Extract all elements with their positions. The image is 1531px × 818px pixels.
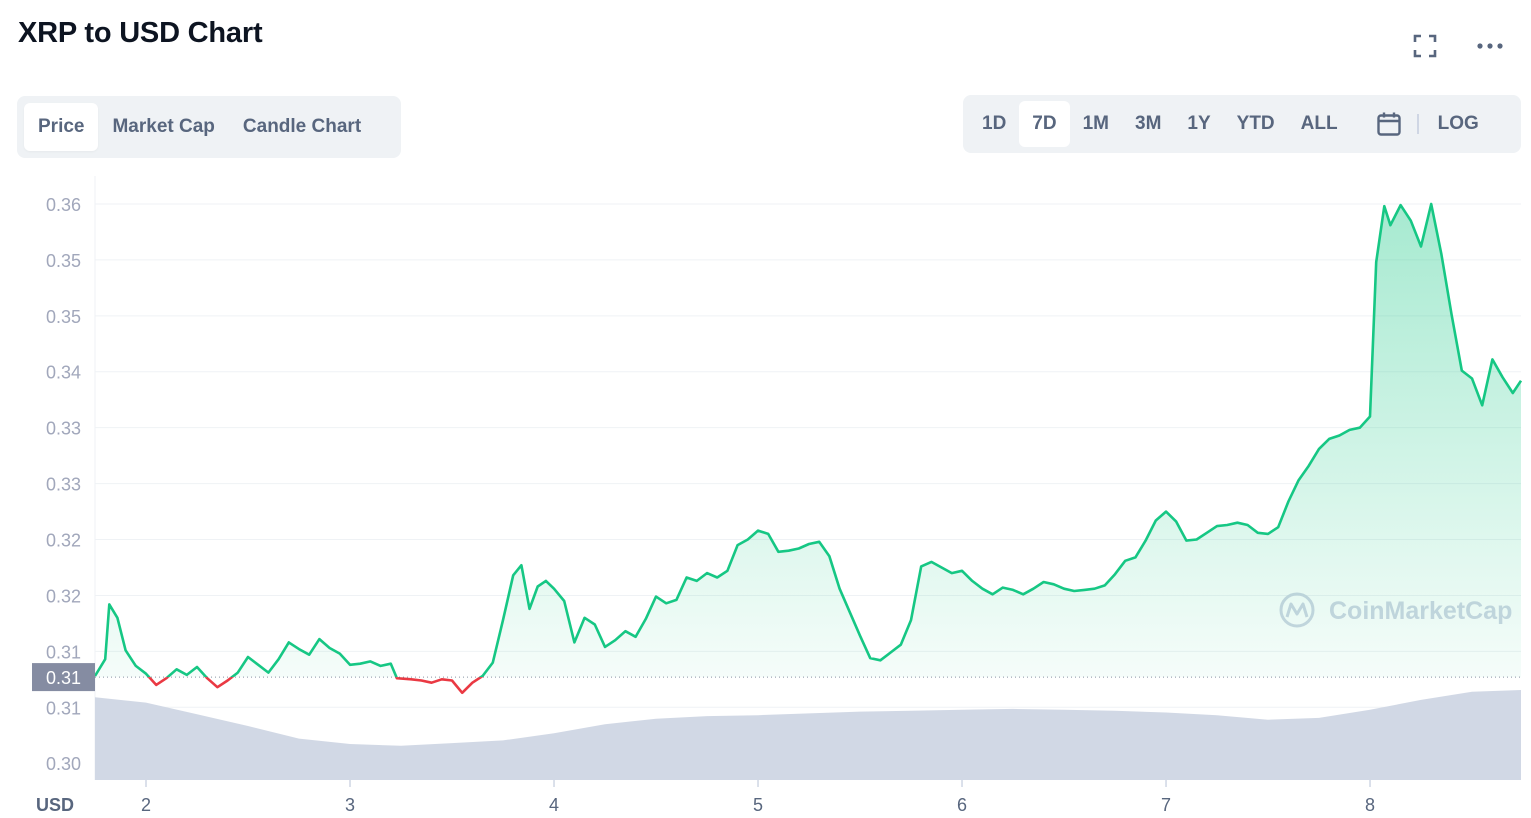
y-tick-label: 0.36	[46, 195, 81, 215]
volume-area	[95, 690, 1521, 780]
range-all[interactable]: ALL	[1300, 113, 1338, 134]
range-separator	[1416, 114, 1419, 134]
range-3m[interactable]: 3M	[1135, 113, 1162, 134]
y-tick-label: 0.33	[46, 419, 81, 439]
range-1m[interactable]: 1M	[1082, 113, 1109, 134]
y-tick-label: 0.31	[46, 698, 81, 718]
baseline-label: 0.31	[46, 668, 81, 688]
x-tick-label: 2	[141, 795, 151, 815]
page-title: XRP to USD Chart	[18, 17, 263, 49]
y-tick-label: 0.35	[46, 307, 81, 327]
y-tick-label: 0.35	[46, 251, 81, 271]
y-tick-label: 0.30	[46, 754, 81, 774]
x-unit-label: USD	[36, 795, 74, 815]
baseline-badge	[32, 663, 95, 692]
price-area	[95, 204, 1521, 678]
price-area-fill	[95, 204, 1521, 678]
range-ytd[interactable]: YTD	[1236, 113, 1275, 134]
x-tick-label: 6	[957, 795, 967, 815]
price-lines	[93, 202, 1523, 695]
range-1y[interactable]: 1Y	[1187, 113, 1211, 134]
y-tick-label: 0.32	[46, 586, 81, 606]
axes: 0.36 0.35 0.35 0.34 0.33 0.33 0.32 0.32 0.31 0.31…	[32, 195, 1375, 815]
y-tick-label: 0.31	[46, 642, 81, 662]
log-toggle[interactable]: LOG	[1437, 113, 1479, 134]
y-tick-label: 0.32	[46, 531, 81, 551]
tab-candle-chart[interactable]: Candle Chart	[242, 116, 362, 137]
x-tick-label: 7	[1161, 795, 1171, 815]
range-1d[interactable]: 1D	[982, 113, 1007, 134]
x-tick-label: 8	[1365, 795, 1375, 815]
expand-icon[interactable]	[1411, 32, 1439, 60]
range-7d[interactable]: 7D	[1019, 101, 1070, 147]
x-tick-label: 3	[345, 795, 355, 815]
range-tabs: 1D 7D 1M 3M 1Y YTD ALL LOG	[963, 95, 1521, 153]
x-tick-label: 4	[549, 795, 559, 815]
tab-price[interactable]: Price	[24, 103, 99, 151]
y-tick-label: 0.33	[46, 475, 81, 495]
more-icon[interactable]	[1476, 32, 1504, 60]
price-line-up	[93, 202, 1523, 678]
y-tick-label: 0.34	[46, 363, 81, 383]
calendar-icon[interactable]	[1367, 101, 1411, 147]
tab-market-cap[interactable]: Market Cap	[112, 116, 215, 137]
volume-path	[95, 690, 1521, 780]
x-tick-label: 5	[753, 795, 763, 815]
chart-type-tabs: Price Market Cap Candle Chart	[17, 96, 401, 158]
